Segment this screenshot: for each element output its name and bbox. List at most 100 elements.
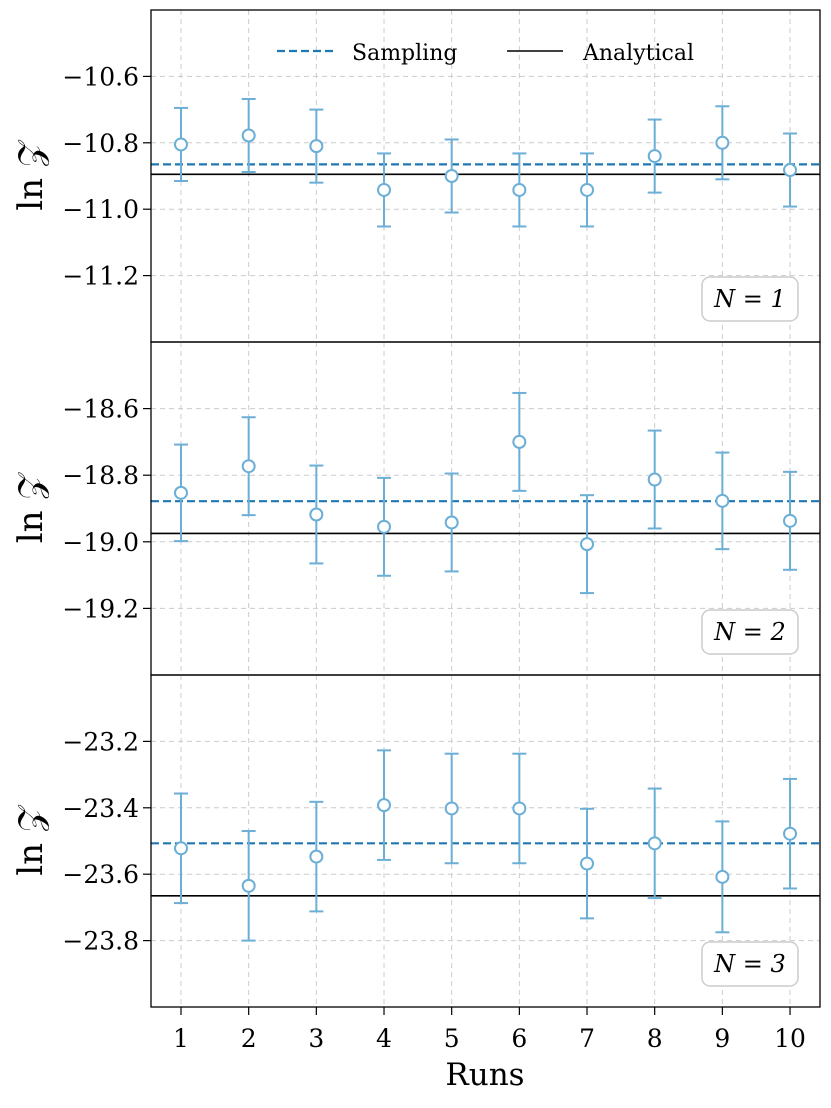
data-point-run-1 bbox=[174, 792, 188, 905]
annotation-frame bbox=[701, 276, 799, 322]
data-point-run-1 bbox=[174, 106, 188, 182]
panel-1: −10.6 −10.8 −11.0 −11.2 ln 𝒵 N = 1 Sampling Ana… bbox=[11, 9, 821, 343]
data-point-run-2 bbox=[241, 416, 256, 517]
data-point-run-5 bbox=[444, 752, 459, 865]
data-point-run-8 bbox=[647, 429, 662, 530]
annotation-label: N = 1 bbox=[713, 285, 786, 313]
panel-frame bbox=[150, 674, 821, 1008]
x-tick-label: 8 bbox=[647, 1024, 663, 1053]
data-marker bbox=[377, 182, 392, 197]
data-marker bbox=[512, 801, 527, 816]
data-point-run-6 bbox=[512, 752, 527, 865]
data-marker bbox=[174, 485, 188, 500]
data-point-run-7 bbox=[580, 152, 595, 228]
y-tick-label: −18.8 bbox=[62, 461, 139, 490]
data-marker bbox=[783, 513, 798, 528]
data-marker bbox=[783, 826, 798, 841]
y-tick-label: −10.6 bbox=[62, 62, 139, 91]
data-point-run-4 bbox=[377, 476, 392, 577]
annotation-box: N = 2 bbox=[701, 609, 799, 655]
data-point-run-9 bbox=[715, 105, 730, 181]
data-point-run-6 bbox=[512, 391, 527, 492]
data-marker bbox=[580, 856, 595, 871]
x-tick-label: 3 bbox=[308, 1024, 324, 1053]
data-point-run-2 bbox=[241, 830, 256, 942]
data-marker bbox=[783, 163, 798, 178]
data-point-run-9 bbox=[715, 820, 730, 934]
y-axis-label: ln 𝒵 bbox=[11, 804, 51, 876]
x-tick-label: 6 bbox=[511, 1024, 527, 1053]
data-point-run-3 bbox=[309, 800, 324, 913]
annotation-label: N = 3 bbox=[713, 950, 786, 978]
annotation-box: N = 1 bbox=[701, 276, 799, 322]
data-point-run-10 bbox=[783, 470, 798, 571]
panel-3: −23.2 −23.4 −23.6 −23.8 ln 𝒵 N = 3 1 2 3 4 5 6 7 8 9 10… bbox=[11, 674, 821, 1093]
annotation-frame bbox=[701, 941, 799, 987]
data-point-run-8 bbox=[647, 787, 662, 900]
data-point-run-9 bbox=[715, 451, 730, 551]
data-marker bbox=[309, 507, 324, 522]
y-tick-label: −18.6 bbox=[62, 395, 139, 424]
y-tick-label: −23.4 bbox=[62, 794, 139, 823]
data-marker bbox=[580, 537, 595, 552]
data-point-run-4 bbox=[377, 152, 392, 228]
legend-label-analytical: Analytical bbox=[582, 41, 694, 66]
data-marker bbox=[174, 137, 188, 152]
data-point-run-4 bbox=[377, 749, 392, 861]
legend-label-sampling: Sampling bbox=[352, 41, 457, 66]
data-marker bbox=[174, 841, 188, 856]
data-marker bbox=[444, 515, 459, 530]
data-marker bbox=[241, 878, 256, 893]
data-marker bbox=[715, 135, 730, 150]
data-marker bbox=[647, 472, 662, 487]
data-marker bbox=[715, 493, 730, 508]
data-marker bbox=[377, 798, 392, 813]
data-point-run-6 bbox=[512, 152, 527, 228]
y-tick-label: −23.8 bbox=[62, 927, 139, 956]
x-tick-label: 10 bbox=[774, 1024, 806, 1053]
y-tick-label: −11.2 bbox=[62, 262, 139, 291]
y-tick-label: −10.8 bbox=[62, 129, 139, 158]
data-point-run-7 bbox=[580, 807, 595, 920]
annotation-label: N = 2 bbox=[713, 618, 786, 646]
data-point-run-10 bbox=[783, 777, 798, 890]
data-marker bbox=[580, 182, 595, 197]
x-tick-label: 5 bbox=[444, 1024, 460, 1053]
data-marker bbox=[647, 149, 662, 164]
data-marker bbox=[377, 519, 392, 534]
x-axis-label: Runs bbox=[445, 1057, 524, 1093]
y-tick-label: −11.0 bbox=[62, 195, 139, 224]
data-marker bbox=[309, 849, 324, 864]
data-marker bbox=[715, 869, 730, 884]
data-marker bbox=[647, 836, 662, 851]
data-point-run-3 bbox=[309, 108, 324, 184]
x-tick-label: 7 bbox=[579, 1024, 595, 1053]
y-axis-label: ln 𝒵 bbox=[11, 139, 51, 211]
y-tick-label: −19.0 bbox=[62, 528, 139, 557]
x-tick-label: 1 bbox=[173, 1024, 189, 1053]
y-tick-label: −23.2 bbox=[62, 727, 139, 756]
legend: Sampling Analytical bbox=[277, 41, 694, 66]
data-marker bbox=[309, 139, 324, 154]
data-point-run-1 bbox=[174, 443, 188, 543]
y-tick-label: −23.6 bbox=[62, 860, 139, 889]
data-point-run-7 bbox=[580, 494, 595, 595]
y-tick-label: −19.2 bbox=[62, 594, 139, 623]
panel-2: −18.6 −18.8 −19.0 −19.2 ln 𝒵 N = 2 bbox=[11, 341, 821, 676]
data-point-run-10 bbox=[783, 132, 798, 208]
data-marker bbox=[444, 801, 459, 816]
y-axis-label: ln 𝒵 bbox=[11, 472, 51, 544]
data-point-run-5 bbox=[444, 472, 459, 573]
x-tick-label: 2 bbox=[241, 1024, 257, 1053]
x-tick-label: 4 bbox=[376, 1024, 392, 1053]
data-marker bbox=[512, 434, 527, 449]
data-marker bbox=[512, 182, 527, 197]
data-marker bbox=[241, 459, 256, 474]
data-point-run-2 bbox=[241, 97, 256, 174]
data-point-run-3 bbox=[309, 464, 324, 565]
annotation-frame bbox=[701, 609, 799, 655]
x-tick-label: 9 bbox=[714, 1024, 730, 1053]
data-point-run-8 bbox=[647, 118, 662, 194]
